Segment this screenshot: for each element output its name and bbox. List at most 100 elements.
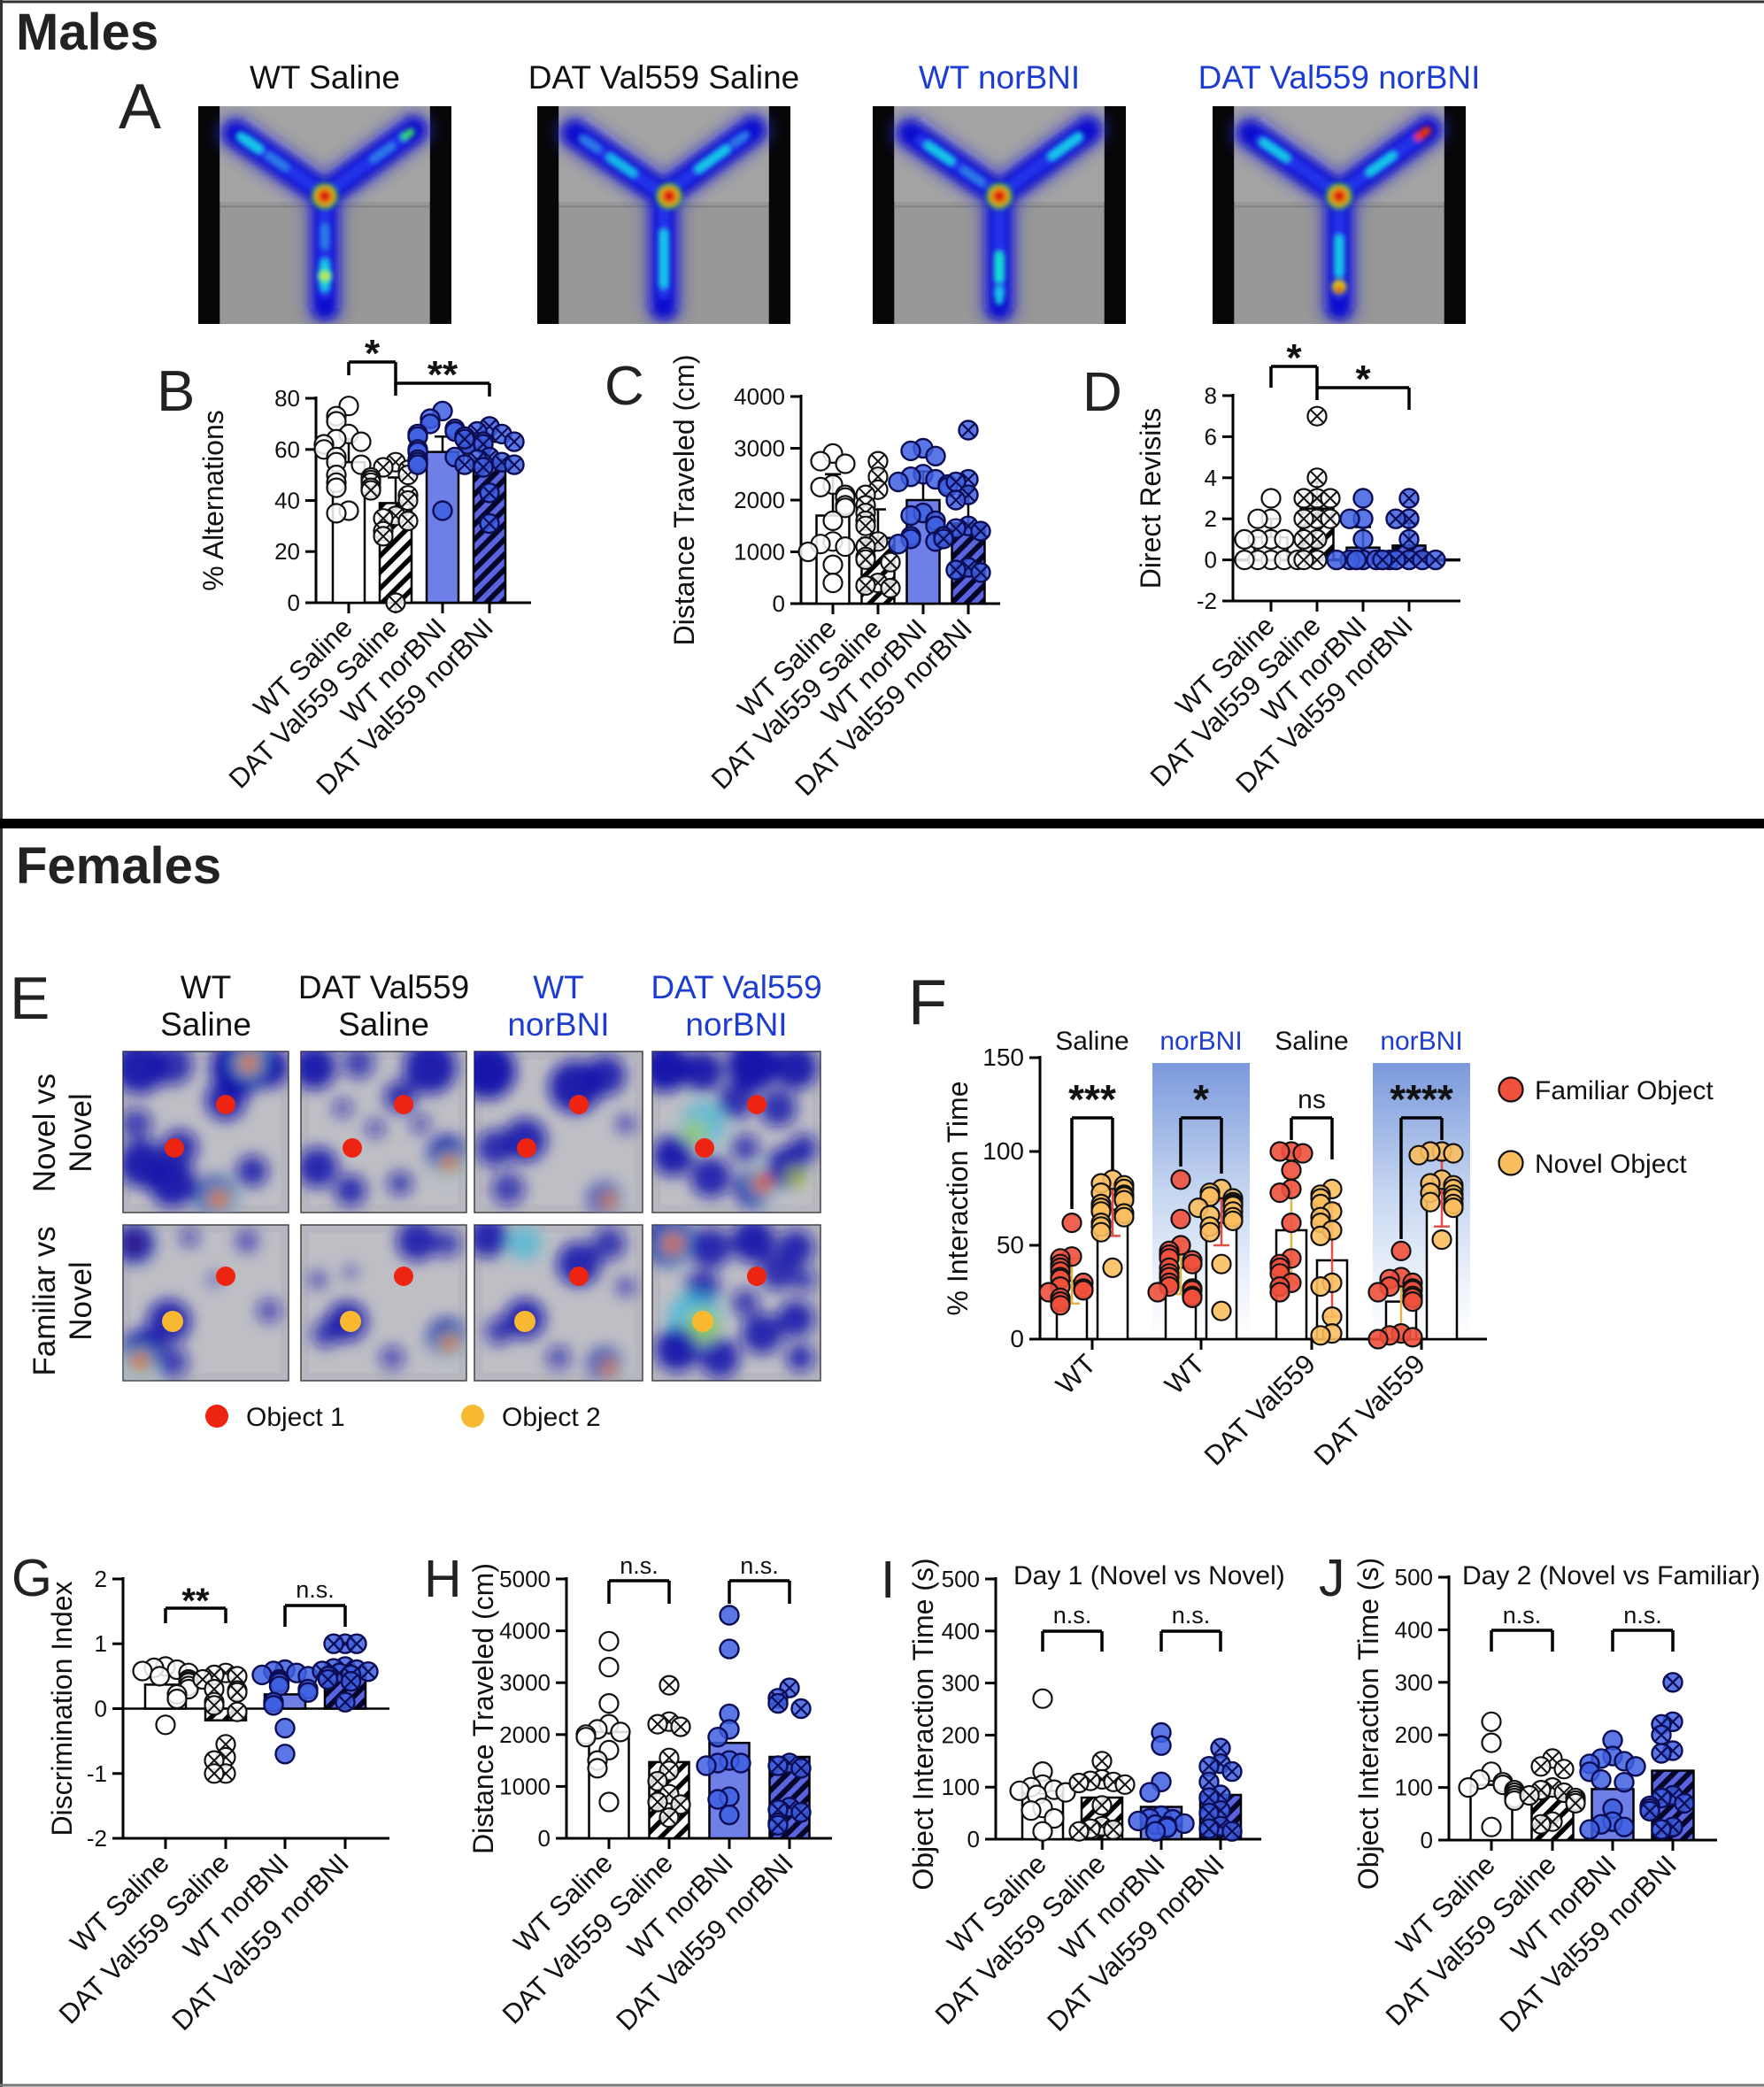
- svg-text:Object Interaction Time (s): Object Interaction Time (s): [1352, 1558, 1384, 1890]
- svg-text:***: ***: [1068, 1076, 1116, 1122]
- svg-text:WT: WT: [181, 969, 232, 1005]
- svg-text:-1: -1: [87, 1760, 107, 1787]
- svg-text:80: 80: [274, 385, 300, 412]
- svg-text:1000: 1000: [499, 1773, 551, 1799]
- svg-text:D: D: [1082, 362, 1122, 423]
- svg-text:20: 20: [274, 538, 300, 565]
- svg-text:100: 100: [982, 1137, 1024, 1165]
- svg-text:Object Interaction Time (s): Object Interaction Time (s): [907, 1558, 939, 1890]
- svg-text:200: 200: [942, 1721, 980, 1748]
- svg-text:50: 50: [997, 1231, 1024, 1259]
- svg-text:DAT Val559 norBNI: DAT Val559 norBNI: [1198, 59, 1481, 96]
- svg-text:n.s.: n.s.: [1503, 1602, 1542, 1629]
- svg-text:H: H: [424, 1550, 462, 1608]
- svg-text:150: 150: [982, 1044, 1024, 1071]
- svg-text:0: 0: [538, 1825, 551, 1852]
- svg-text:Saline: Saline: [1055, 1027, 1128, 1056]
- svg-text:WT: WT: [533, 969, 584, 1005]
- svg-text:Day 1 (Novel vs Novel): Day 1 (Novel vs Novel): [1013, 1561, 1285, 1590]
- svg-text:-2: -2: [1197, 588, 1217, 614]
- svg-text:WT norBNI: WT norBNI: [919, 59, 1080, 96]
- svg-text:8: 8: [1205, 382, 1217, 409]
- svg-text:norBNI: norBNI: [1159, 1027, 1242, 1056]
- svg-text:300: 300: [1395, 1669, 1433, 1696]
- svg-text:**: **: [181, 1582, 210, 1621]
- svg-text:3000: 3000: [499, 1669, 551, 1696]
- svg-text:200: 200: [1395, 1721, 1433, 1748]
- svg-text:0: 0: [773, 590, 785, 617]
- svg-text:2000: 2000: [734, 487, 785, 513]
- svg-text:500: 500: [1395, 1564, 1433, 1590]
- svg-text:40: 40: [274, 488, 300, 514]
- svg-text:Novel: Novel: [64, 1093, 98, 1172]
- svg-text:4000: 4000: [734, 383, 785, 410]
- svg-text:A: A: [119, 72, 161, 142]
- svg-text:2000: 2000: [499, 1721, 551, 1748]
- svg-text:1000: 1000: [734, 539, 785, 566]
- svg-text:100: 100: [942, 1774, 980, 1800]
- svg-text:B: B: [157, 358, 195, 423]
- svg-text:3000: 3000: [734, 435, 785, 462]
- svg-text:Familiar Object: Familiar Object: [1535, 1076, 1714, 1105]
- svg-text:400: 400: [942, 1618, 980, 1644]
- svg-text:n.s.: n.s.: [620, 1552, 659, 1579]
- svg-text:0: 0: [1421, 1827, 1433, 1853]
- svg-text:n.s.: n.s.: [740, 1552, 779, 1579]
- svg-text:J: J: [1319, 1549, 1345, 1607]
- svg-text:-2: -2: [87, 1825, 107, 1852]
- svg-text:*: *: [1355, 358, 1371, 401]
- svg-text:n.s.: n.s.: [1172, 1602, 1211, 1629]
- svg-text:Saline: Saline: [160, 1006, 251, 1043]
- svg-text:Novel: Novel: [64, 1261, 98, 1340]
- svg-text:*: *: [365, 332, 381, 375]
- svg-text:**: **: [428, 353, 458, 397]
- svg-text:0: 0: [95, 1696, 107, 1722]
- svg-text:2: 2: [95, 1566, 107, 1592]
- svg-text:Object 2: Object 2: [502, 1403, 601, 1432]
- svg-text:norBNI: norBNI: [685, 1006, 787, 1043]
- svg-text:% Alternations: % Alternations: [197, 410, 229, 591]
- svg-text:2: 2: [1205, 505, 1217, 532]
- svg-text:Distance Traveled (cm): Distance Traveled (cm): [467, 1563, 499, 1854]
- svg-text:*: *: [1193, 1076, 1209, 1122]
- svg-text:Novel Object: Novel Object: [1535, 1150, 1687, 1179]
- svg-text:****: ****: [1390, 1076, 1453, 1122]
- svg-text:6: 6: [1205, 423, 1217, 450]
- svg-text:4: 4: [1205, 465, 1217, 491]
- svg-text:Novel vs: Novel vs: [27, 1074, 62, 1192]
- svg-text:norBNI: norBNI: [507, 1006, 609, 1043]
- svg-text:F: F: [908, 967, 947, 1038]
- svg-text:DAT Val559: DAT Val559: [298, 969, 469, 1005]
- svg-text:G: G: [12, 1549, 52, 1607]
- svg-text:0: 0: [1010, 1325, 1024, 1352]
- svg-text:Saline: Saline: [338, 1006, 429, 1043]
- svg-text:Distance Traveled (cm): Distance Traveled (cm): [668, 355, 700, 646]
- svg-text:Direct Revisits: Direct Revisits: [1135, 408, 1167, 589]
- svg-text:n.s.: n.s.: [1623, 1602, 1662, 1629]
- svg-text:C: C: [605, 356, 644, 417]
- svg-text:0: 0: [967, 1826, 980, 1852]
- svg-text:norBNI: norBNI: [1380, 1027, 1462, 1056]
- svg-text:60: 60: [274, 436, 300, 463]
- svg-text:DAT Val559 Saline: DAT Val559 Saline: [528, 59, 799, 96]
- svg-text:n.s.: n.s.: [296, 1576, 335, 1603]
- svg-text:100: 100: [1395, 1775, 1433, 1801]
- svg-text:Males: Males: [16, 4, 158, 61]
- svg-text:I: I: [881, 1551, 895, 1609]
- svg-text:WT Saline: WT Saline: [250, 59, 400, 96]
- svg-text:500: 500: [942, 1566, 980, 1592]
- svg-text:1: 1: [95, 1630, 107, 1657]
- svg-text:400: 400: [1395, 1616, 1433, 1643]
- svg-text:Females: Females: [16, 837, 221, 895]
- svg-text:4000: 4000: [499, 1618, 551, 1644]
- svg-text:n.s.: n.s.: [1053, 1602, 1092, 1629]
- svg-text:DAT Val559: DAT Val559: [651, 969, 821, 1005]
- svg-text:*: *: [1286, 336, 1302, 380]
- svg-text:% Interaction Time: % Interaction Time: [942, 1082, 974, 1316]
- svg-text:0: 0: [1205, 547, 1217, 574]
- svg-text:5000: 5000: [499, 1566, 551, 1592]
- svg-text:Object 1: Object 1: [246, 1403, 345, 1432]
- svg-text:Discrimination Index: Discrimination Index: [46, 1581, 78, 1836]
- svg-text:E: E: [10, 965, 50, 1032]
- svg-text:Day 2 (Novel vs Familiar): Day 2 (Novel vs Familiar): [1462, 1561, 1760, 1590]
